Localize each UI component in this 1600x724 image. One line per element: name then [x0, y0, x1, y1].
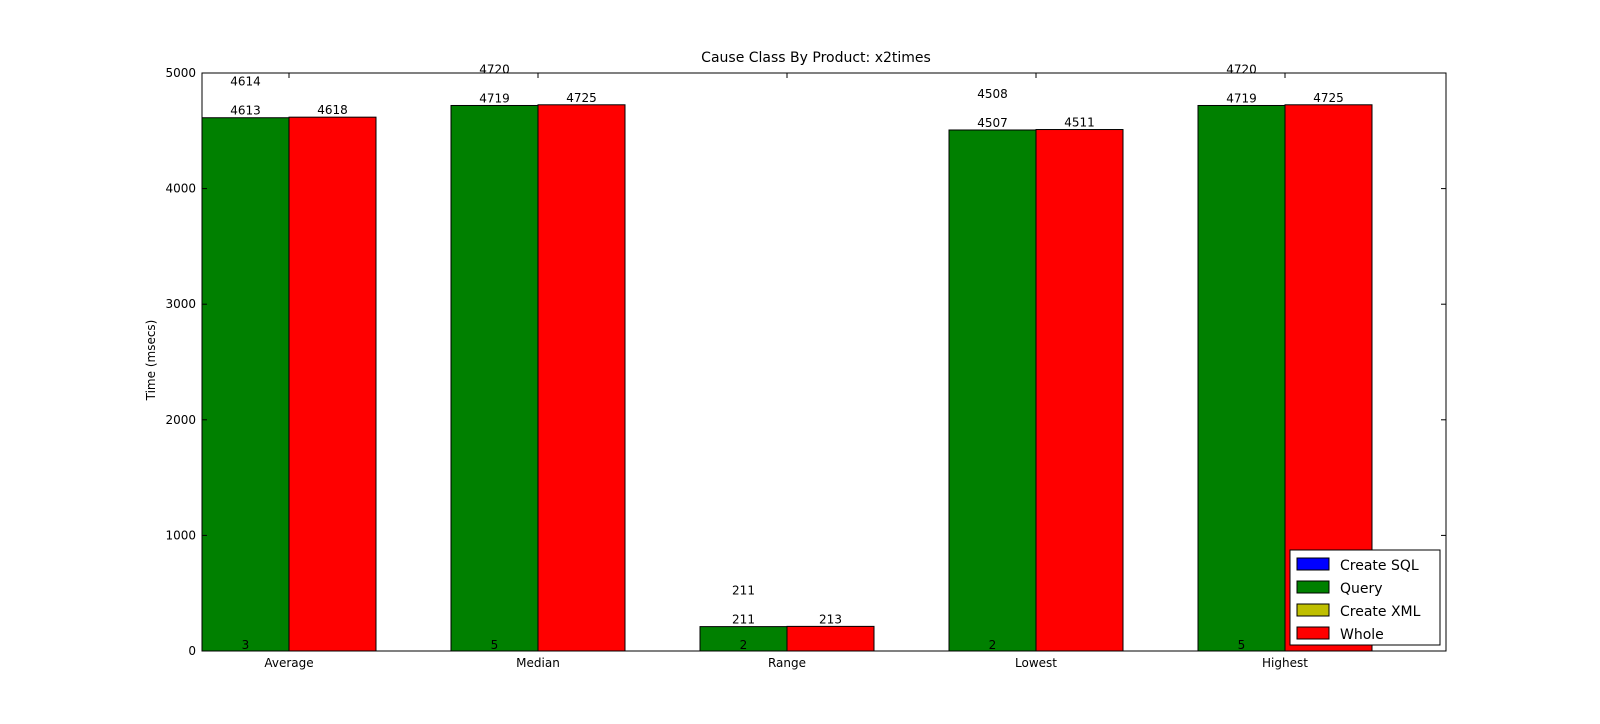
label-whole-highest: 4725 — [1313, 91, 1344, 105]
legend-label-create-sql: Create SQL — [1340, 558, 1419, 574]
x-tick-label-average: Average — [264, 656, 313, 670]
ticks-layer: Average Median Range Lowest Highest 0 1000 2000… — [165, 66, 1446, 670]
legend-swatch-whole — [1296, 626, 1330, 640]
label-create-xml-median: 4720 — [479, 62, 510, 76]
data-labels-layer: 3 4613 4614 4618 5 4719 4720 4725 2 211 211 213 2 450… — [230, 62, 1344, 652]
legend-label-whole: Whole — [1340, 627, 1384, 643]
bar-whole-range — [786, 625, 875, 652]
label-query-range: 211 — [732, 613, 755, 627]
label-query-highest: 4719 — [1226, 91, 1257, 105]
label-create-sql-lowest: 2 — [989, 638, 997, 652]
y-tick-label-5000: 5000 — [165, 66, 196, 80]
label-create-sql-range: 2 — [740, 638, 748, 652]
plot-frame — [201, 72, 1447, 652]
label-create-sql-average: 3 — [242, 638, 250, 652]
label-query-average: 4613 — [230, 104, 261, 118]
label-whole-average: 4618 — [317, 103, 348, 117]
label-whole-lowest: 4511 — [1064, 116, 1095, 130]
bars-layer — [201, 104, 1373, 652]
label-create-xml-lowest: 4508 — [977, 87, 1008, 101]
label-query-lowest: 4507 — [977, 116, 1008, 130]
chart-title: Cause Class By Product: x2times — [701, 50, 931, 66]
label-create-sql-median: 5 — [491, 638, 499, 652]
legend-swatch-create-xml — [1296, 603, 1330, 617]
x-tick-label-range: Range — [768, 656, 806, 670]
label-create-xml-range: 211 — [732, 584, 755, 598]
bar-whole-average — [288, 116, 377, 652]
bar-query-lowest — [948, 129, 1037, 652]
legend-label-create-xml: Create XML — [1340, 604, 1421, 620]
bar-query-range — [699, 626, 788, 652]
bar-whole-median — [537, 104, 626, 652]
label-create-sql-highest: 5 — [1238, 638, 1246, 652]
x-tick-label-highest: Highest — [1262, 656, 1308, 670]
bar-query-highest — [1197, 104, 1286, 652]
x-tick-label-lowest: Lowest — [1015, 656, 1057, 670]
legend-label-query: Query — [1340, 581, 1383, 597]
label-query-median: 4719 — [479, 91, 510, 105]
y-tick-label-1000: 1000 — [165, 528, 196, 542]
y-axis-label: Time (msecs) — [144, 320, 158, 402]
label-whole-range: 213 — [819, 612, 842, 626]
bar-query-median — [450, 104, 539, 652]
y-tick-label-3000: 3000 — [165, 297, 196, 311]
legend: Create SQL Query Create XML Whole — [1289, 549, 1441, 646]
label-whole-median: 4725 — [566, 91, 597, 105]
bar-query-average — [201, 117, 290, 652]
y-tick-label-4000: 4000 — [165, 182, 196, 196]
label-create-xml-highest: 4720 — [1226, 62, 1257, 76]
bar-whole-lowest — [1035, 129, 1124, 652]
legend-swatch-query — [1296, 580, 1330, 594]
legend-swatch-create-sql — [1296, 557, 1330, 571]
y-tick-label-2000: 2000 — [165, 413, 196, 427]
x-tick-label-median: Median — [516, 656, 560, 670]
label-create-xml-average: 4614 — [230, 75, 261, 89]
y-tick-label-0: 0 — [188, 644, 196, 658]
